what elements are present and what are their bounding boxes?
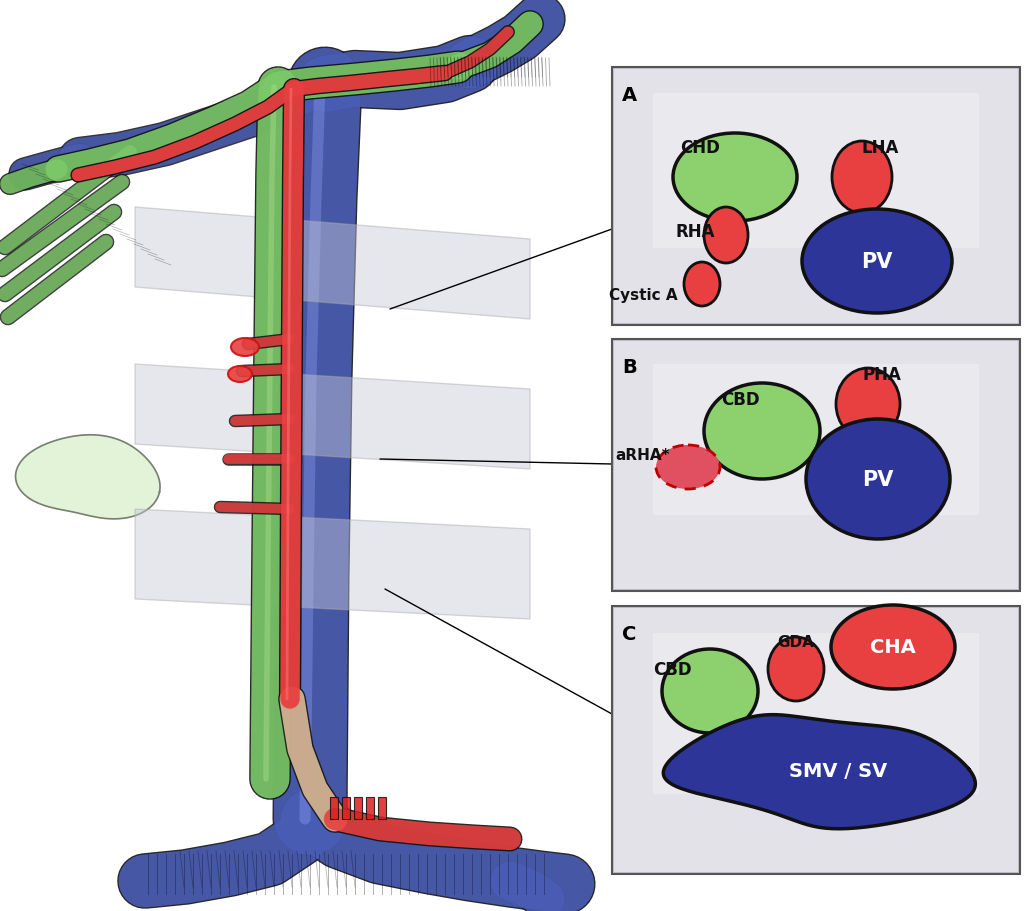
Ellipse shape xyxy=(662,650,758,733)
Ellipse shape xyxy=(656,445,720,489)
Text: CBD: CBD xyxy=(721,391,760,408)
Bar xyxy=(653,633,979,793)
Ellipse shape xyxy=(705,384,820,479)
Text: PHA: PHA xyxy=(862,365,901,384)
Bar xyxy=(354,797,362,819)
Text: GDA: GDA xyxy=(777,635,814,650)
Text: CHD: CHD xyxy=(680,138,720,157)
Polygon shape xyxy=(15,435,160,519)
Text: PV: PV xyxy=(862,469,894,489)
Bar xyxy=(612,340,1020,591)
Bar xyxy=(614,342,1018,589)
Ellipse shape xyxy=(684,262,720,307)
Bar xyxy=(612,607,1020,874)
Polygon shape xyxy=(135,509,530,619)
Ellipse shape xyxy=(705,208,748,263)
Ellipse shape xyxy=(831,142,892,214)
Ellipse shape xyxy=(768,638,824,701)
Ellipse shape xyxy=(831,605,955,690)
Ellipse shape xyxy=(228,366,252,383)
Ellipse shape xyxy=(802,210,952,313)
Ellipse shape xyxy=(231,339,259,356)
Text: aRHA*: aRHA* xyxy=(615,448,671,463)
Bar xyxy=(612,68,1020,325)
Bar xyxy=(378,797,386,819)
Bar xyxy=(653,94,979,249)
Text: LHA: LHA xyxy=(861,138,899,157)
Text: Cystic A: Cystic A xyxy=(608,288,677,303)
Bar xyxy=(614,70,1018,323)
Polygon shape xyxy=(135,208,530,320)
Ellipse shape xyxy=(673,134,797,221)
Bar xyxy=(330,797,338,819)
Text: CBD: CBD xyxy=(652,660,691,679)
Bar xyxy=(342,797,350,819)
Bar xyxy=(614,609,1018,872)
Ellipse shape xyxy=(806,420,950,539)
Text: CHA: CHA xyxy=(870,638,915,657)
Text: B: B xyxy=(622,358,637,376)
Ellipse shape xyxy=(836,369,900,441)
Text: RHA: RHA xyxy=(675,223,715,241)
Text: SMV / SV: SMV / SV xyxy=(788,762,887,781)
Text: A: A xyxy=(622,86,637,105)
Polygon shape xyxy=(664,715,976,829)
Bar xyxy=(653,364,979,516)
Polygon shape xyxy=(135,364,530,469)
Text: C: C xyxy=(622,624,636,643)
Text: PV: PV xyxy=(861,251,893,271)
Bar xyxy=(366,797,374,819)
